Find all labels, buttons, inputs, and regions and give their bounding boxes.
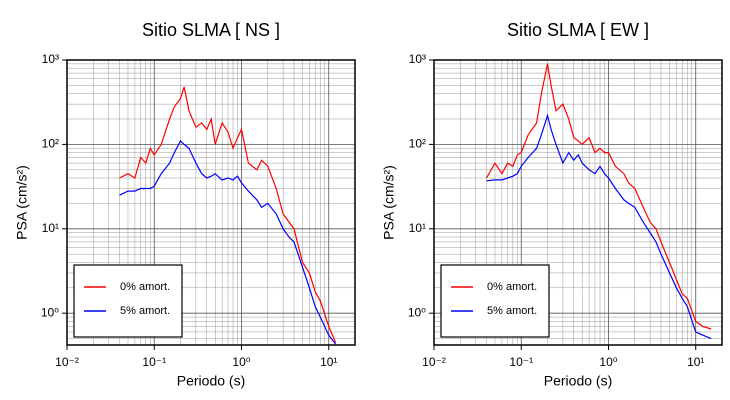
x-axis-label: Periodo (s) [177, 373, 245, 389]
y-tick-label: 10¹ [42, 221, 59, 235]
x-tick-label: 10⁻¹ [142, 355, 166, 369]
x-tick-label: 10⁻² [422, 355, 446, 369]
plot-frame [433, 59, 723, 346]
x-tick-label: 10⁻¹ [509, 355, 533, 369]
y-tick-label: 10² [409, 137, 426, 151]
x-tick-label: 10⁰ [599, 355, 617, 369]
legend-label: 5% amort. [120, 305, 170, 317]
chart-title: Sitio SLMA [ EW ] [507, 20, 649, 40]
data-line [485, 63, 712, 330]
y-tick-label: 10² [42, 137, 59, 151]
legend-label: 5% amort. [487, 305, 537, 317]
legend-box [73, 264, 183, 338]
y-tick-label: 10³ [42, 52, 59, 66]
data-line [119, 86, 337, 343]
plot-frame [66, 59, 356, 346]
y-axis-label: PSA (cm/s²) [381, 165, 397, 240]
y-tick-label: 10⁰ [41, 305, 59, 319]
x-tick-label: 10⁰ [232, 355, 250, 369]
y-tick-label: 10³ [409, 52, 426, 66]
y-axis-label: PSA (cm/s²) [14, 165, 30, 240]
y-tick-label: 10⁰ [408, 305, 426, 319]
data-line [119, 139, 337, 345]
legend-label: 0% amort. [487, 281, 537, 293]
x-tick-label: 10⁻² [55, 355, 79, 369]
x-tick-label: 10¹ [320, 355, 337, 369]
x-axis-label: Periodo (s) [544, 373, 612, 389]
x-tick-label: 10¹ [687, 355, 704, 369]
chart-title: Sitio SLMA [ NS ] [142, 20, 280, 40]
data-line [486, 113, 712, 340]
y-tick-label: 10¹ [409, 221, 426, 235]
legend-label: 0% amort. [120, 281, 170, 293]
legend-box [440, 264, 550, 338]
